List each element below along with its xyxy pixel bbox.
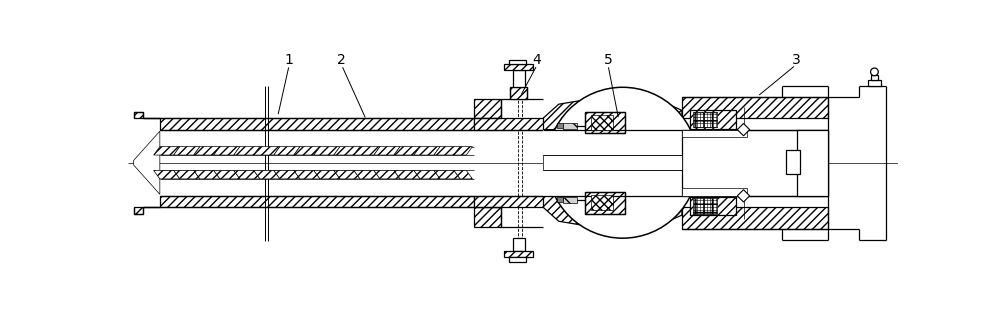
Bar — [563, 197, 577, 203]
Bar — [543, 130, 682, 196]
Bar — [591, 115, 613, 130]
Polygon shape — [314, 147, 340, 155]
Bar — [160, 118, 474, 130]
Polygon shape — [194, 147, 220, 155]
Polygon shape — [334, 171, 360, 179]
Polygon shape — [254, 147, 280, 155]
Polygon shape — [737, 123, 750, 136]
Polygon shape — [234, 147, 260, 155]
Polygon shape — [214, 171, 240, 179]
Bar — [690, 197, 736, 215]
Bar — [474, 118, 543, 130]
Polygon shape — [194, 171, 220, 179]
Bar — [682, 188, 747, 196]
Polygon shape — [274, 171, 300, 179]
Bar — [690, 110, 736, 129]
Polygon shape — [294, 147, 320, 155]
Bar — [682, 130, 747, 137]
Bar — [797, 130, 828, 196]
Polygon shape — [454, 171, 472, 179]
Polygon shape — [682, 207, 828, 229]
Bar — [563, 123, 577, 129]
Bar — [585, 112, 625, 133]
Circle shape — [547, 87, 698, 238]
Bar — [474, 196, 543, 207]
Bar — [543, 155, 682, 171]
Polygon shape — [434, 171, 460, 179]
Polygon shape — [543, 196, 682, 229]
Bar — [871, 75, 878, 79]
Polygon shape — [294, 171, 320, 179]
Bar — [504, 64, 533, 70]
Bar — [510, 87, 527, 99]
Bar — [504, 251, 533, 257]
Bar — [509, 257, 526, 262]
Polygon shape — [214, 147, 240, 155]
Text: 2: 2 — [337, 53, 346, 67]
Bar — [585, 192, 625, 214]
Text: 5: 5 — [604, 53, 612, 67]
Polygon shape — [254, 171, 280, 179]
Text: 1: 1 — [285, 53, 294, 67]
Bar — [160, 196, 474, 207]
Polygon shape — [414, 171, 440, 179]
Polygon shape — [174, 147, 200, 155]
Bar — [512, 238, 525, 251]
Polygon shape — [354, 171, 380, 179]
Bar — [693, 198, 717, 214]
Polygon shape — [274, 147, 300, 155]
Polygon shape — [454, 147, 472, 155]
Bar — [509, 59, 526, 64]
Bar — [786, 151, 800, 173]
Polygon shape — [394, 171, 420, 179]
Polygon shape — [314, 171, 340, 179]
Polygon shape — [354, 147, 380, 155]
Polygon shape — [134, 131, 160, 194]
Polygon shape — [394, 147, 420, 155]
Bar — [693, 112, 717, 127]
Polygon shape — [154, 171, 180, 179]
Bar — [585, 112, 625, 133]
Bar — [585, 192, 625, 214]
Polygon shape — [434, 147, 460, 155]
Polygon shape — [737, 190, 750, 202]
Polygon shape — [414, 147, 440, 155]
Polygon shape — [374, 171, 400, 179]
Bar — [557, 123, 563, 128]
Polygon shape — [334, 147, 360, 155]
Polygon shape — [134, 207, 160, 214]
Polygon shape — [682, 97, 828, 118]
Polygon shape — [543, 97, 682, 130]
Text: 3: 3 — [791, 53, 800, 67]
Polygon shape — [154, 147, 180, 155]
Bar — [474, 99, 501, 118]
Bar — [557, 197, 563, 202]
Bar — [868, 79, 881, 86]
Bar — [591, 195, 613, 211]
Polygon shape — [374, 147, 400, 155]
Bar — [474, 207, 501, 227]
Bar — [512, 70, 525, 87]
Circle shape — [871, 68, 878, 76]
Bar — [682, 130, 828, 196]
Polygon shape — [174, 171, 200, 179]
Polygon shape — [234, 171, 260, 179]
Polygon shape — [134, 112, 160, 118]
Text: 4: 4 — [533, 53, 542, 67]
